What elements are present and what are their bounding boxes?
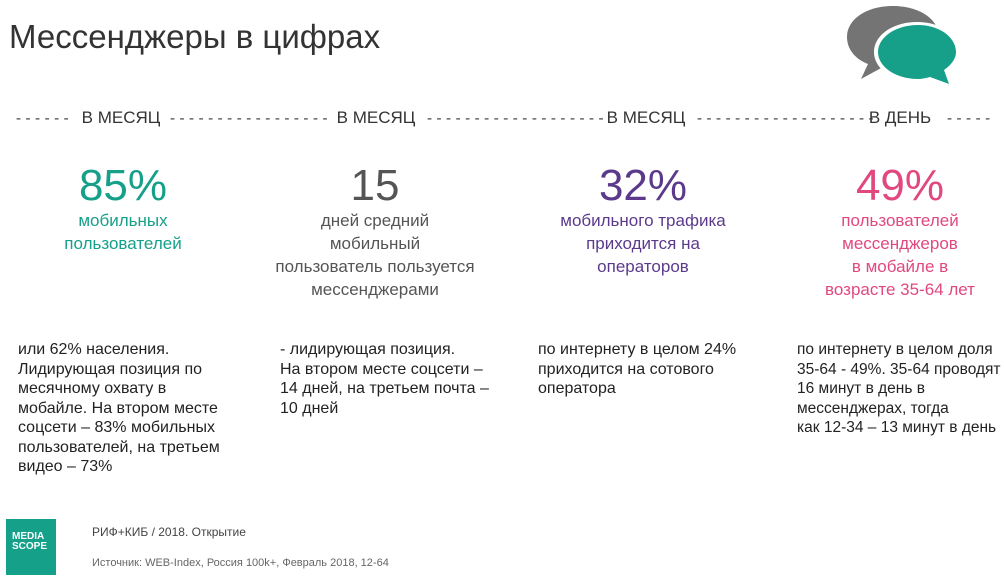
desc-line: возрасте 35-64 лет — [825, 280, 975, 299]
note-line: оператора — [538, 380, 616, 397]
stat-description: мобильных пользователей — [0, 209, 253, 255]
note-line: 35-64 - 49%. 35-64 проводят — [797, 360, 1001, 378]
footer-event: РИФ+КИБ / 2018. Открытие — [92, 525, 246, 539]
desc-line: в мобайле в — [851, 257, 949, 276]
stat-note: или 62% населения. Лидирующая позиция по… — [18, 340, 243, 477]
dash-separator: ----------------- — [168, 109, 331, 127]
dash-separator: ----- — [945, 109, 993, 127]
desc-line: пользователей — [841, 211, 959, 230]
stat-value: 85% — [78, 161, 168, 210]
note-line: соцсети – 83% мобильных — [18, 419, 215, 436]
mediascope-logo: MEDIA SCOPE — [6, 519, 56, 575]
note-line: На втором месте соцсети – — [280, 360, 483, 378]
logo-line: MEDIA — [12, 531, 45, 542]
note-line: как 12-34 – 13 минут в день — [797, 419, 997, 436]
desc-line: приходится на — [586, 234, 700, 253]
desc-line: мобильного трафика — [560, 211, 726, 230]
stat-note: - лидирующая позиция. На втором месте со… — [280, 340, 515, 418]
note-line: - лидирующая позиция. — [280, 341, 456, 358]
note-line: пользователей, на третьем — [18, 438, 220, 456]
stat-description: пользователей мессенджеров в мобайле в в… — [770, 209, 1004, 301]
note-line: по интернету в целом доля — [797, 341, 993, 358]
dash-separator: ------ — [14, 109, 72, 127]
period-label: В МЕСЯЦ — [336, 108, 416, 127]
note-line: или 62% населения. — [18, 341, 170, 358]
page-title: Мессенджеры в цифрах — [9, 18, 381, 55]
stat-value: 15 — [350, 161, 400, 210]
logo-line: SCOPE — [12, 541, 48, 552]
desc-line: мессенджеров — [842, 234, 958, 253]
note-line: 14 дней, на третьем почта – — [280, 380, 489, 397]
chat-bubbles-icon — [847, 6, 959, 87]
stat-value: 49% — [855, 161, 945, 210]
desc-line: мессенджерами — [311, 280, 439, 299]
desc-line: пользователей — [64, 234, 182, 253]
logo-text: MEDIA SCOPE — [12, 532, 52, 552]
stat-description: дней средний мобильный пользователь поль… — [245, 209, 505, 301]
note-line: месячному охвату в — [18, 380, 167, 397]
note-line: мобайле. На втором месте — [18, 399, 218, 417]
note-line: по интернету в целом 24% — [538, 341, 737, 358]
desc-line: мобильных — [78, 211, 168, 230]
period-label: В МЕСЯЦ — [606, 108, 686, 127]
desc-line: дней средний — [320, 211, 430, 230]
dash-separator: ------------------- — [425, 109, 607, 127]
stat-description: мобильного трафика приходится на операто… — [513, 209, 773, 278]
desc-line: пользователь пользуется — [275, 257, 475, 276]
stat-note: по интернету в целом доля 35-64 - 49%. 3… — [797, 340, 1002, 438]
period-label: В МЕСЯЦ — [81, 108, 161, 127]
note-line: приходится на сотового — [538, 360, 714, 378]
stat-value: 32% — [598, 161, 688, 210]
dash-separator: ------------------- — [695, 109, 877, 127]
note-line: Лидирующая позиция по — [18, 360, 203, 378]
note-line: 16 минут в день в — [797, 380, 925, 397]
note-line: мессенджерах, тогда — [797, 399, 949, 417]
desc-line: мобильный — [329, 234, 421, 253]
stat-note: по интернету в целом 24% приходится на с… — [538, 340, 763, 399]
footer-source: Источник: WEB-Index, Россия 100k+, Февра… — [92, 557, 389, 569]
period-label: В ДЕНЬ — [868, 108, 932, 127]
note-line: 10 дней — [280, 399, 339, 417]
note-line: видео – 73% — [18, 458, 113, 475]
desc-line: операторов — [597, 257, 689, 276]
